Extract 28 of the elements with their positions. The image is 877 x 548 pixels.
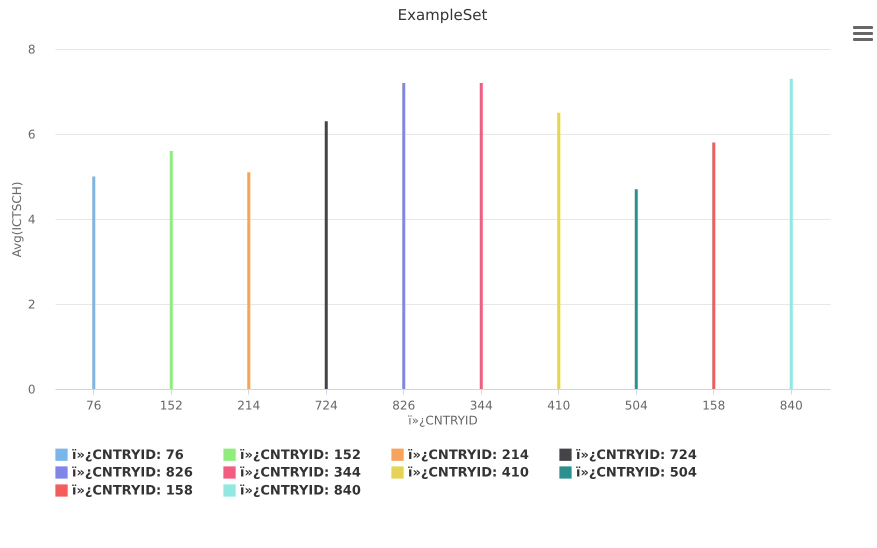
x-tick-label: 840 [780,398,803,412]
x-tick-label: 504 [624,398,648,412]
x-tick-label: 214 [237,398,260,412]
x-axis-title: ï»¿CNTRYID [407,414,478,428]
x-tick-label: 826 [392,398,416,412]
x-tick-label: 344 [470,398,493,412]
legend-label: ï»¿CNTRYID: 724 [576,448,697,463]
x-tick-label: 410 [547,398,570,412]
legend-label: ï»¿CNTRYID: 410 [408,466,529,480]
legend-label: ï»¿CNTRYID: 840 [240,484,361,498]
legend-label: ï»¿CNTRYID: 76 [72,448,184,463]
legend-label: ï»¿CNTRYID: 152 [240,448,361,463]
legend-label: ï»¿CNTRYID: 158 [72,484,193,498]
chart-title: ExampleSet [398,6,488,24]
legend-label: ï»¿CNTRYID: 504 [576,466,697,480]
y-tick-label: 0 [28,382,36,396]
legend-label: ï»¿CNTRYID: 214 [408,448,529,463]
x-tick-label: 76 [86,398,102,412]
x-tick-label: 158 [702,398,726,412]
y-tick-label: 8 [28,42,36,56]
legend-label: ï»¿CNTRYID: 826 [72,466,193,480]
x-tick-label: 724 [314,398,338,412]
legend-label: ï»¿CNTRYID: 344 [240,466,361,480]
y-tick-label: 2 [28,298,36,312]
x-tick-label: 152 [160,398,183,412]
y-axis-title: Avg(ICTSCH) [10,182,24,258]
y-tick-label: 6 [28,128,36,142]
y-tick-label: 4 [28,212,36,226]
